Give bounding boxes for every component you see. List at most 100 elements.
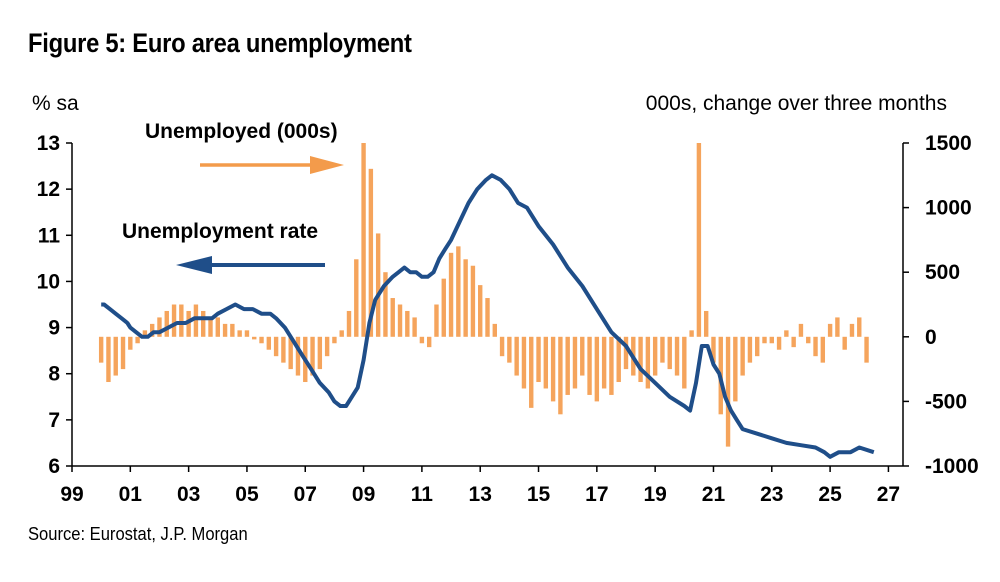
unemployed-bar: [201, 310, 206, 337]
unemployed-bar: [106, 336, 111, 383]
unemployed-bar: [857, 317, 862, 337]
unemployed-bar: [674, 336, 680, 376]
left-axis-tick-label: 13: [37, 132, 60, 155]
unemployed-bar: [849, 323, 855, 337]
unemployed-bar: [339, 330, 344, 337]
x-axis-tick-label: 09: [352, 483, 375, 506]
unemployed-bar: [98, 336, 104, 363]
unemployed-bar: [755, 336, 760, 357]
unemployed-bar: [470, 265, 476, 337]
right-axis-tick-label: 0: [925, 326, 937, 349]
unemployment-rate-line: [101, 173, 875, 459]
unemployed-bar: [572, 336, 578, 389]
unemployed-bar: [259, 336, 264, 344]
unemployed-bar: [529, 336, 534, 408]
unemployed-bar: [507, 336, 512, 363]
unemployed-bar: [550, 336, 556, 402]
unemployed-bar: [128, 336, 133, 350]
unemployed-bar: [601, 336, 607, 389]
unemployed-bar: [113, 336, 118, 376]
unemployed-bar: [441, 278, 446, 337]
unemployed-bar: [288, 336, 293, 370]
right-axis-tick-label: -500: [925, 390, 967, 413]
x-axis-tick-label: 21: [702, 483, 726, 506]
x-axis-tick-label: 15: [527, 483, 551, 506]
unemployed-bar: [390, 298, 395, 337]
unemployed-bar: [135, 336, 140, 344]
unemployed-bar: [645, 336, 651, 389]
unemployed-bar: [310, 336, 315, 376]
unemployed-bar: [594, 336, 600, 402]
unemployed-bar: [543, 336, 549, 389]
unemployed-bar: [791, 336, 796, 348]
x-axis-tick-label: 05: [235, 483, 259, 506]
right-axis-unit-label: 000s, change over three months: [646, 92, 947, 115]
unemployed-bar: [383, 272, 388, 337]
unemployed-bar: [740, 336, 745, 376]
unemployed-bar: [448, 252, 454, 337]
unemployed-bar: [827, 323, 833, 337]
unemployed-bar: [820, 336, 826, 363]
annotations: Unemployed (000s) Unemployment rate: [122, 120, 344, 274]
unemployed-bars: [98, 143, 869, 447]
unemployed-bar: [798, 323, 804, 337]
unemployed-bar: [361, 143, 366, 337]
unemployed-bar: [332, 336, 337, 344]
unemployed-bar: [317, 336, 323, 370]
unemployed-bar: [171, 304, 177, 337]
unemployed-bar: [806, 336, 811, 344]
unemployed-bar: [485, 298, 490, 337]
unemployed-bar: [281, 336, 286, 363]
annotation-unemployed-arrow-head: [310, 156, 344, 174]
unemployed-bar: [405, 310, 410, 337]
unemployed-bar: [762, 336, 767, 344]
annotation-rate-arrow-head: [176, 256, 212, 274]
right-axis-tick-label: 1500: [925, 132, 972, 155]
left-axis-unit-label: % sa: [32, 92, 79, 115]
unemployed-bar: [609, 336, 614, 395]
x-axis-tick-label: 13: [469, 483, 492, 506]
x-axis-tick-label: 17: [585, 483, 608, 506]
unemployed-bar: [747, 336, 753, 363]
unemployed-bar: [492, 323, 497, 337]
x-axis-tick-label: 11: [411, 483, 434, 506]
x-axis-tick-label: 99: [60, 483, 83, 506]
x-axis-tick-label: 27: [877, 483, 900, 506]
unemployed-bar: [434, 304, 439, 337]
unemployed-bar: [587, 336, 592, 395]
unemployed-bar: [164, 310, 169, 337]
x-axis-tick-label: 07: [294, 483, 317, 506]
unemployed-bar: [580, 336, 585, 376]
unemployed-bar: [237, 330, 242, 337]
unemployed-bar: [842, 336, 847, 350]
unemployed-bar: [725, 336, 731, 447]
unemployed-bar: [346, 310, 352, 337]
unemployed-bar: [652, 336, 658, 376]
annotation-unemployed-label: Unemployed (000s): [145, 120, 338, 143]
unemployed-bar: [689, 330, 694, 337]
x-axis-tick-label: 03: [177, 483, 200, 506]
unemployed-bar: [499, 336, 505, 357]
unemployed-bar: [703, 310, 709, 337]
unemployed-bar: [375, 233, 381, 337]
right-axis-tick-label: 1000: [925, 197, 972, 220]
unemployed-bar: [222, 323, 228, 337]
unemployed-bar: [354, 259, 359, 337]
unemployed-bar: [324, 336, 330, 357]
annotation-rate-label: Unemployment rate: [122, 220, 318, 243]
unemployed-bar: [784, 330, 789, 337]
unemployed-bar: [149, 323, 155, 337]
unemployed-bar: [514, 336, 519, 376]
unemployed-bar: [776, 336, 782, 350]
left-axis-tick-label: 9: [48, 317, 60, 340]
left-axis-tick-label: 6: [48, 455, 60, 478]
unemployed-bar: [711, 336, 716, 363]
unemployed-bar: [120, 336, 126, 370]
unemployed-bar: [536, 336, 541, 383]
left-axis-tick-label: 11: [38, 224, 61, 247]
unemployed-bar: [397, 304, 403, 337]
source-note: Source: Eurostat, J.P. Morgan: [28, 524, 248, 544]
unemployed-bar: [864, 336, 869, 363]
x-axis-tick-label: 23: [760, 483, 783, 506]
